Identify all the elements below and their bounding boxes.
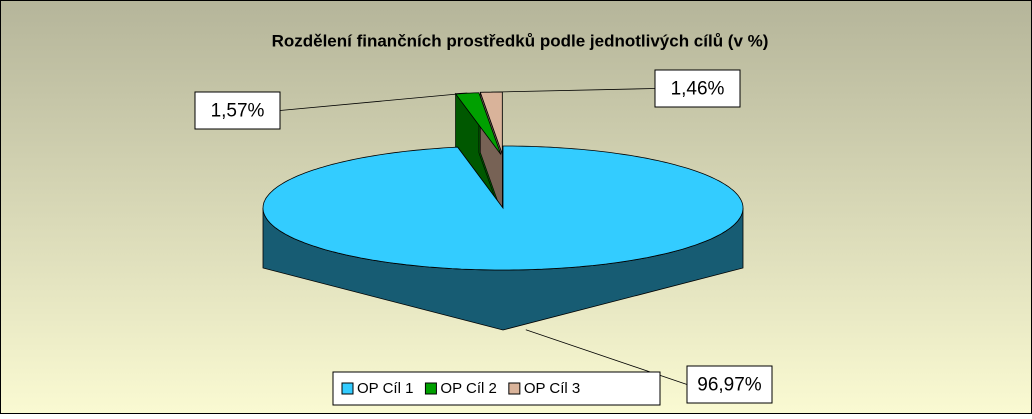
legend-swatch (424, 382, 437, 395)
label-box (686, 365, 773, 404)
leader-line (491, 88, 656, 93)
data-label: 1,46% (671, 79, 725, 100)
legend-label: OP Cíl 1 (357, 380, 413, 397)
legend-swatch (341, 382, 354, 395)
chart-title: Rozdělení finančních prostředků podle je… (272, 31, 769, 50)
pie (262, 91, 744, 331)
data-label: 96,97% (697, 375, 762, 396)
legend-label: OP Cíl 2 (440, 380, 496, 397)
legend (332, 371, 661, 406)
slice (454, 92, 502, 155)
data-label: 1,57% (211, 101, 265, 122)
slice (262, 145, 744, 271)
legend-label: OP Cíl 3 (524, 380, 580, 397)
annotations: 96,97% 1,57% 1,46% OP Cíl 1 OP Cíl 2 OP Cíl 3 (194, 69, 773, 406)
legend-swatch (508, 382, 521, 395)
leader-line (279, 92, 468, 111)
label-box (654, 69, 741, 108)
label-box (194, 91, 281, 130)
